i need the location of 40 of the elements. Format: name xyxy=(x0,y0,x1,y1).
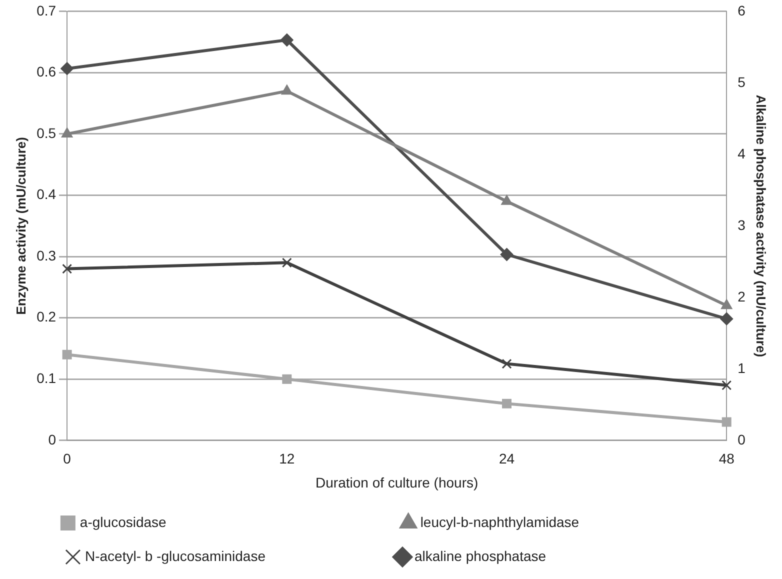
legend-label: N-acetyl- b -glucosaminidase xyxy=(84,548,378,564)
legend-label: a-glucosidase xyxy=(80,514,384,530)
y2-tick-label: 6 xyxy=(738,2,746,18)
y2-tick-label: 0 xyxy=(738,431,746,448)
point xyxy=(501,194,512,205)
y2-tick-label: 2 xyxy=(738,288,746,304)
point xyxy=(62,350,72,360)
y-tick-label: 0 xyxy=(48,431,56,448)
x-axis-title: Duration of culture (hours) xyxy=(316,474,478,490)
y-tick-label: 0.7 xyxy=(36,2,56,18)
point xyxy=(722,380,732,390)
y-tick-label: 0.2 xyxy=(36,308,56,325)
legend-label: leucyl-b-naphthylamidase xyxy=(420,514,720,530)
y-tick-label: 0.5 xyxy=(36,124,56,141)
x-tick-label: 0 xyxy=(63,450,72,467)
legend-label: alkaline phosphatase xyxy=(414,548,714,564)
point xyxy=(500,248,514,261)
point xyxy=(282,374,292,384)
y2-tick-label: 4 xyxy=(738,145,746,162)
point xyxy=(62,264,72,274)
y2-axis-title: Alkaline phosphatase activity (mU/culture) xyxy=(754,94,769,358)
y-tick-label: 0.3 xyxy=(36,247,56,264)
x-tick-label: 48 xyxy=(718,450,735,467)
y-tick-label: 0.1 xyxy=(36,370,56,386)
point xyxy=(720,299,732,310)
y2-tick-label: 1 xyxy=(738,360,746,376)
point xyxy=(502,358,512,369)
y-tick-label: 0.4 xyxy=(36,186,56,202)
y2-tick-label: 3 xyxy=(738,216,746,233)
x-tick-label: 24 xyxy=(498,450,515,467)
point xyxy=(720,312,734,326)
point xyxy=(280,34,294,46)
point xyxy=(502,398,512,408)
point xyxy=(281,84,293,95)
y-tick-label: 0.6 xyxy=(36,64,56,80)
x-tick-label: 12 xyxy=(279,450,295,467)
point xyxy=(282,258,292,268)
point xyxy=(722,417,732,427)
y-axis-title: Enzyme activity (mU/culture) xyxy=(13,137,28,315)
y2-tick-label: 5 xyxy=(738,74,746,90)
